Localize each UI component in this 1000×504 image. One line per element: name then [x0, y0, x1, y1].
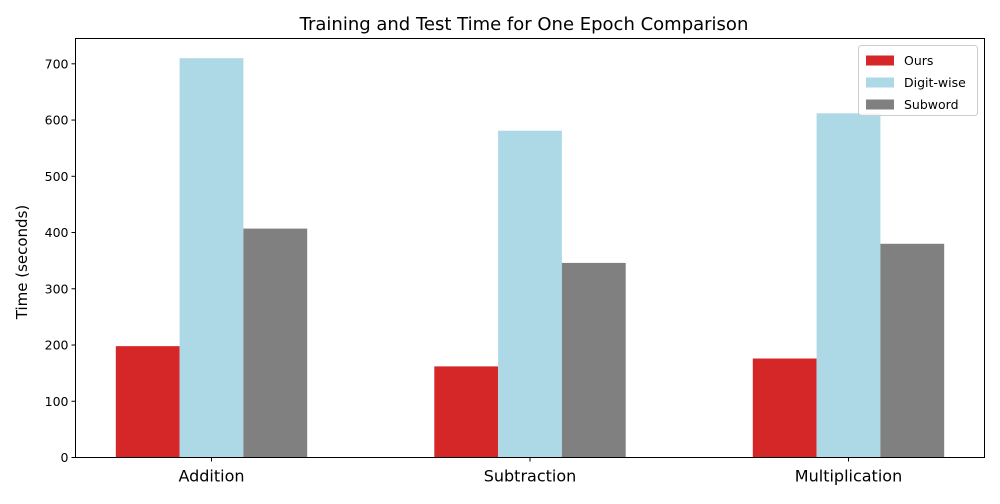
chart-title: Training and Test Time for One Epoch Com…: [299, 14, 749, 35]
legend-label-subword: Subword: [904, 97, 959, 112]
legend-label-ours: Ours: [904, 53, 933, 68]
y-tick-label: 200: [45, 338, 69, 353]
y-tick-label: 600: [45, 113, 69, 128]
legend-label-digit-wise: Digit-wise: [904, 75, 966, 90]
bar-subword-multiplication: [880, 243, 945, 458]
y-tick-label: 100: [45, 394, 69, 409]
y-tick-label: 0: [61, 450, 69, 465]
bar-subword-subtraction: [561, 262, 626, 458]
legend-swatch-ours: [866, 55, 894, 66]
y-tick-label: 300: [45, 281, 69, 296]
bar-digit-wise-subtraction: [498, 130, 562, 458]
plot-frame: [75, 38, 985, 458]
x-tick-label-addition: Addition: [178, 467, 244, 486]
bar-digit-wise-addition: [179, 58, 244, 458]
y-tick-label: 400: [45, 225, 69, 240]
legend-swatch-digit-wise: [866, 77, 894, 88]
x-axis: Addition Subtraction Multiplication: [178, 457, 902, 486]
legend-swatch-subword: [866, 99, 894, 110]
y-tick-label: 500: [45, 169, 69, 184]
bar-digit-wise-multiplication: [816, 113, 881, 458]
x-tick-label-multiplication: Multiplication: [795, 467, 902, 486]
bar-ours-addition: [115, 346, 180, 458]
y-axis: 0 100 200 300 400 500 600 700: [45, 56, 76, 465]
y-axis-label: Time (seconds): [13, 205, 31, 321]
bar-ours-multiplication: [752, 358, 817, 458]
bar-ours-subtraction: [434, 366, 499, 458]
y-tick-label: 700: [45, 56, 69, 71]
x-tick-label-subtraction: Subtraction: [484, 467, 577, 486]
legend: Ours Digit-wise Subword: [858, 45, 978, 116]
bars-layer: [115, 58, 945, 458]
bar-subword-addition: [243, 228, 308, 458]
